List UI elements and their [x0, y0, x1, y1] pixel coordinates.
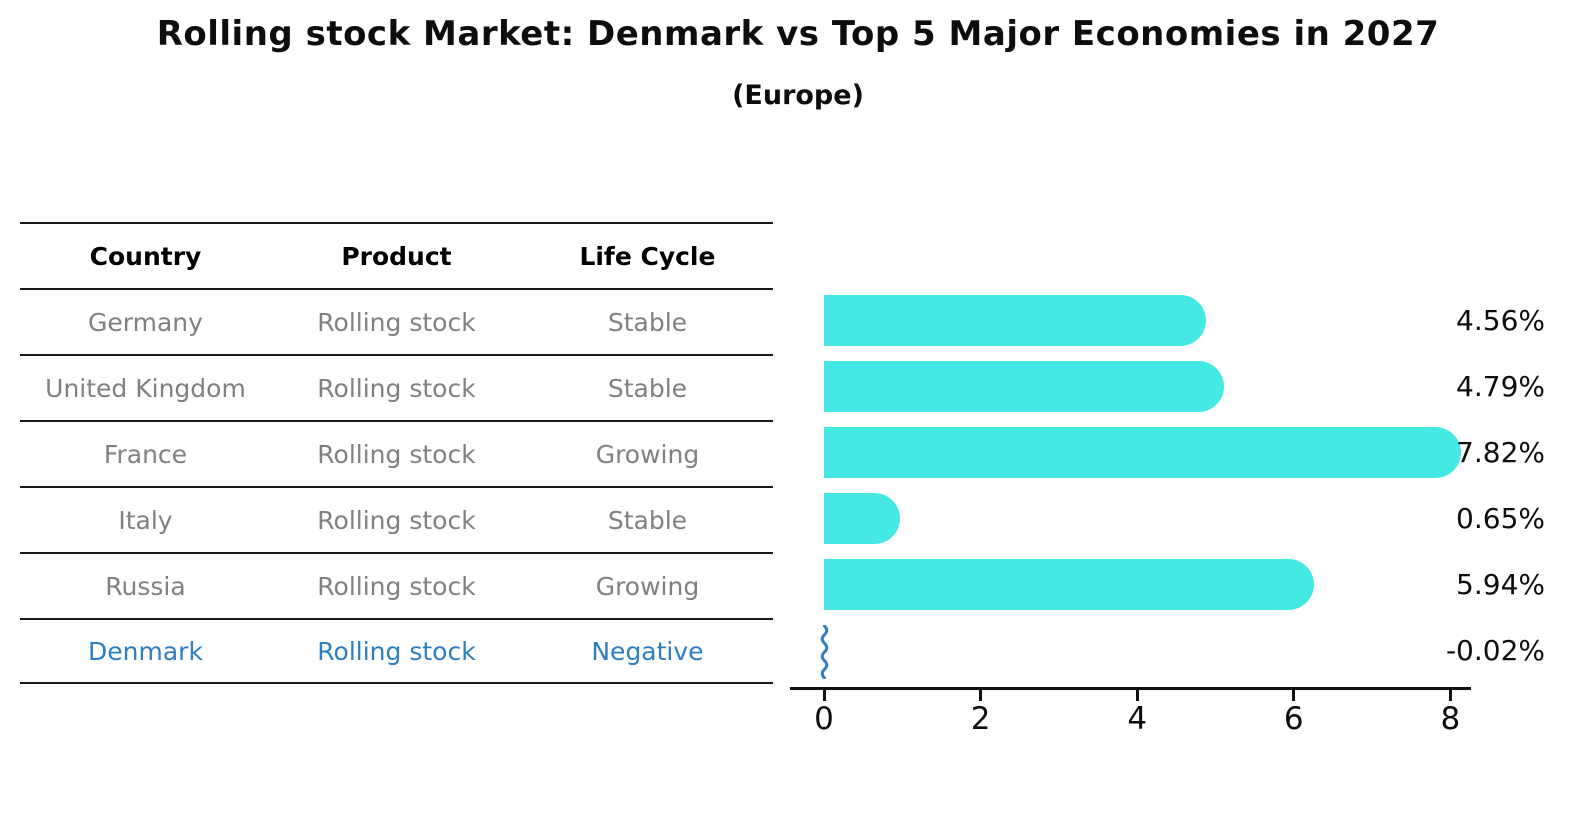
value-label-italy: 0.65%	[1456, 502, 1545, 535]
value-label-germany: 4.56%	[1456, 304, 1545, 337]
header-cell-country: Country	[89, 241, 202, 271]
table-row-denmark: Denmark Rolling stock Negative	[20, 618, 773, 684]
x-tick-label-6: 6	[1283, 701, 1304, 737]
cell-country: Italy	[118, 505, 173, 535]
value-label-united-kingdom: 4.79%	[1456, 370, 1545, 403]
cell-country: Russia	[105, 571, 186, 601]
cell-product: Rolling stock	[317, 505, 476, 535]
bar-france	[824, 427, 1462, 478]
cell-country: France	[103, 439, 188, 469]
x-tick-2	[979, 690, 982, 701]
x-axis-line	[790, 687, 1471, 690]
table-row: France Rolling stock Growing	[20, 420, 773, 486]
x-tick-label-8: 8	[1440, 701, 1461, 737]
table-row: United Kingdom Rolling stock Stable	[20, 354, 773, 420]
cell-product: Rolling stock	[317, 439, 476, 469]
header-cell-product: Product	[341, 241, 452, 271]
table-row: Germany Rolling stock Stable	[20, 288, 773, 354]
data-table: Country Product Life Cycle Germany Rolli…	[20, 222, 773, 684]
cell-life-cycle: Negative	[591, 636, 704, 666]
table-header-row: Country Product Life Cycle	[20, 222, 773, 288]
value-label-france: 7.82%	[1456, 436, 1545, 469]
page-title: Rolling stock Market: Denmark vs Top 5 M…	[156, 14, 1440, 54]
x-tick-4	[1135, 690, 1139, 701]
x-tick-6	[1292, 690, 1296, 701]
header-cell-life-cycle: Life Cycle	[579, 241, 716, 271]
cell-product: Rolling stock	[317, 373, 476, 403]
table-row: Italy Rolling stock Stable	[20, 486, 773, 552]
x-tick-label-2: 2	[970, 701, 991, 737]
cell-life-cycle: Growing	[595, 571, 700, 601]
x-tick-0	[822, 690, 826, 701]
table-row: Russia Rolling stock Growing	[20, 552, 773, 618]
cell-product: Rolling stock	[317, 307, 476, 337]
cell-product: Rolling stock	[317, 571, 476, 601]
bar-united-kingdom	[824, 361, 1225, 412]
x-tick-label-0: 0	[814, 701, 834, 737]
x-tick-8	[1449, 690, 1452, 701]
denmark-negative-bar-marker-icon	[820, 625, 829, 679]
value-label-russia: 5.94%	[1456, 568, 1545, 601]
page-subtitle: (Europe)	[732, 80, 864, 111]
cell-life-cycle: Stable	[607, 505, 688, 535]
bar-russia	[824, 559, 1315, 610]
cell-product: Rolling stock	[317, 636, 476, 666]
bar-germany	[824, 295, 1207, 346]
value-label-denmark: -0.02%	[1445, 634, 1545, 667]
cell-country: United Kingdom	[45, 373, 246, 403]
cell-country: Denmark	[88, 636, 203, 666]
cell-country: Germany	[88, 307, 203, 337]
cell-life-cycle: Stable	[607, 307, 688, 337]
x-tick-label-4: 4	[1127, 701, 1148, 737]
cell-life-cycle: Growing	[595, 439, 700, 469]
cell-life-cycle: Stable	[607, 373, 688, 403]
bar-italy	[824, 493, 900, 544]
